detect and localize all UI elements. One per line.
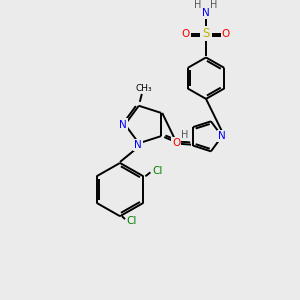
Text: N: N bbox=[119, 119, 127, 130]
Text: CH₃: CH₃ bbox=[136, 83, 152, 92]
Text: N: N bbox=[202, 8, 210, 18]
Text: S: S bbox=[202, 27, 210, 40]
Text: H: H bbox=[194, 0, 202, 10]
Text: O: O bbox=[172, 138, 180, 148]
Text: Cl: Cl bbox=[152, 166, 163, 176]
Text: H: H bbox=[210, 0, 218, 10]
Text: H: H bbox=[182, 130, 189, 140]
Text: N: N bbox=[218, 131, 226, 141]
Text: N: N bbox=[134, 140, 142, 150]
Text: O: O bbox=[182, 29, 190, 39]
Text: Cl: Cl bbox=[127, 216, 137, 226]
Text: O: O bbox=[222, 29, 230, 39]
